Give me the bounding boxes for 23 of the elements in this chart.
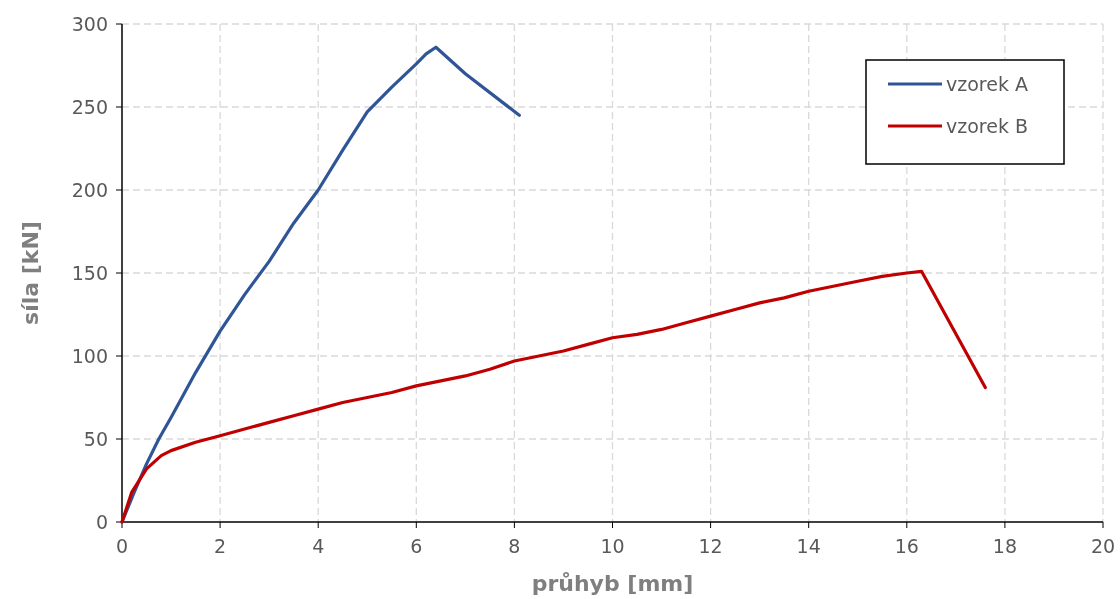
y-tick-label: 250 [71,96,108,118]
x-tick-label: 10 [600,535,625,557]
x-tick-label: 18 [992,535,1017,557]
x-axis-title: průhyb [mm] [531,571,694,596]
x-tick-label: 2 [214,535,227,557]
x-tick-label: 8 [508,535,521,557]
x-tick-label: 12 [698,535,723,557]
x-tick-label: 6 [410,535,423,557]
line-series [120,269,987,524]
x-tick-label: 14 [796,535,821,557]
x-tick-label: 20 [1090,535,1116,557]
legend-label: vzorek B [946,115,1029,137]
y-tick-label: 200 [71,179,108,201]
y-tick-label: 150 [71,262,108,284]
x-tick-label: 16 [894,535,919,557]
y-tick-label: 50 [83,428,108,450]
x-tick-label: 0 [115,535,129,557]
y-axis-title: síla [kN] [18,221,43,325]
legend-label: vzorek A [946,73,1028,95]
y-tick-label: 300 [71,13,108,35]
y-tick-label: 100 [71,345,108,367]
x-tick-label: 4 [312,535,325,557]
y-tick-label: 0 [95,511,108,533]
